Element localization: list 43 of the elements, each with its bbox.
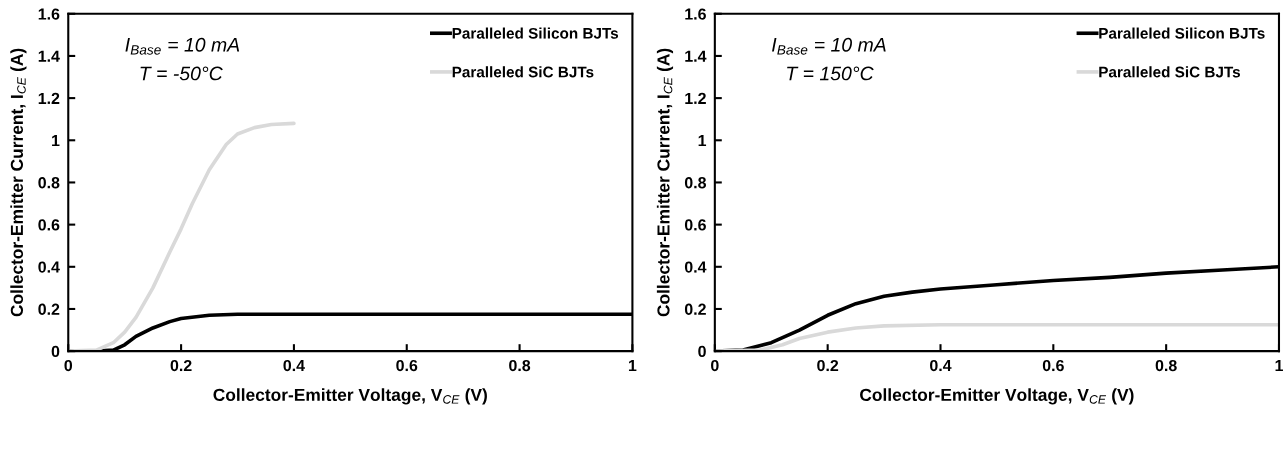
annotation: T = 150°C	[787, 66, 874, 81]
x-tick-label: 0.8	[509, 359, 531, 372]
y-tick-label: 1.4	[685, 50, 707, 62]
y-tick-label: 1.6	[685, 8, 706, 20]
x-tick-label: 0.2	[170, 359, 192, 372]
legend-label: Paralleled SiC BJTs	[1099, 66, 1240, 78]
y-tick-label: 1.2	[38, 92, 60, 104]
legend-label: Paralleled Silicon BJTs	[452, 27, 619, 39]
y-tick-label: 0.2	[684, 303, 706, 315]
x-tick-label: 1	[628, 360, 637, 372]
legend-label: Paralleled SiC BJTs	[452, 66, 594, 78]
y-tick-label: 0	[51, 345, 60, 358]
y-tick-label: 1	[698, 135, 707, 147]
y-tick-label: 0.8	[684, 177, 707, 189]
annotation: I$_{Base}$ = 10 mA	[125, 37, 240, 55]
x-tick-label: 0	[711, 359, 719, 372]
x-tick-label: 0.4	[930, 359, 952, 372]
x-tick-label: 0.2	[817, 359, 839, 372]
x-tick-label: 0	[64, 359, 73, 372]
y-tick-label: 1.6	[38, 8, 60, 20]
y-tick-label: 0.4	[38, 261, 60, 273]
annotation: I$_{Base}$ = 10 mA	[772, 37, 886, 55]
legend-label: Paralleled Silicon BJTs	[1099, 27, 1265, 39]
x-tick-label: 0.6	[1042, 359, 1064, 372]
annotation: T = -50°C	[140, 66, 223, 81]
y-tick-label: 0.2	[38, 303, 60, 315]
y-tick-label: 0.4	[684, 261, 707, 273]
x-axis-title: Collector-Emitter Voltage, V$_{CE}$ (V)	[213, 388, 487, 405]
y-tick-label: 0	[698, 345, 706, 358]
x-axis-title: Collector-Emitter Voltage, V$_{CE}$ (V)	[860, 388, 1134, 405]
y-axis-title: Collector-Emitter Current, I$_{CE}$ (A)	[656, 48, 674, 317]
x-tick-label: 0.6	[396, 359, 418, 372]
x-tick-label: 0.8	[1155, 359, 1177, 372]
y-tick-label: 1.2	[685, 92, 706, 104]
y-tick-label: 1.4	[38, 50, 60, 62]
line-series	[68, 121, 296, 352]
y-tick-label: 0.6	[684, 219, 706, 231]
y-tick-label: 0.6	[38, 219, 60, 231]
x-tick-label: 0.4	[283, 359, 305, 372]
y-axis-title: Collector-Emitter Current, I$_{CE}$ (A)	[10, 48, 27, 317]
x-tick-label: 1	[1275, 360, 1283, 372]
y-tick-label: 1	[52, 135, 60, 147]
y-tick-label: 0.8	[38, 177, 60, 189]
